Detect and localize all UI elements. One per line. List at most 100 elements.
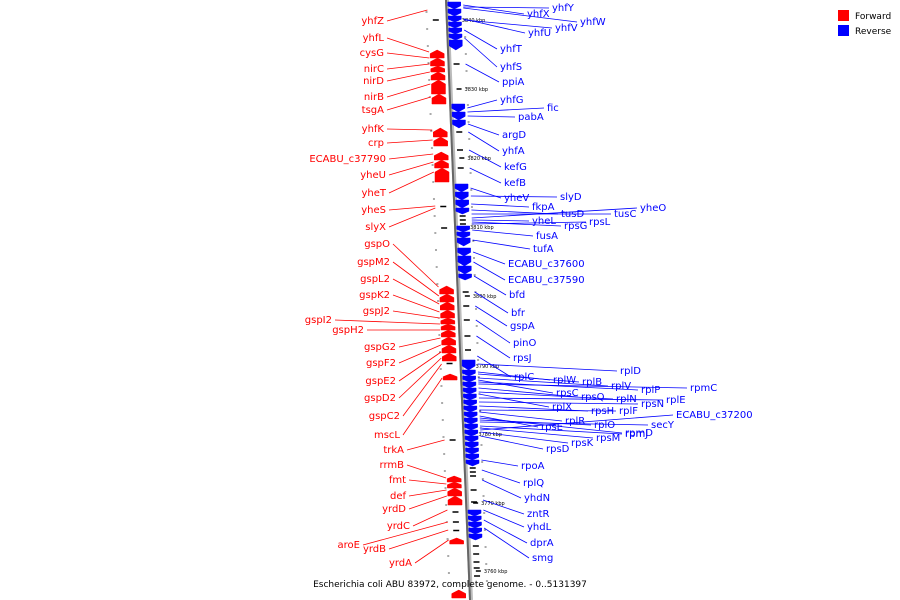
forward-gene-yrdd-label: yrdD [382,504,406,515]
reverse-gene-rpsd-label: rpsD [546,444,570,455]
forward-gene-rrmb-label: rrmB [380,460,405,471]
gene-gspe2-glyph [442,352,457,362]
forward-gene-yrdb-label: yrdB [363,544,386,555]
forward-gene-yhet-label: yheT [361,188,386,199]
reverse-gene-zntr-leader [482,499,525,515]
forward-gene-cysg-label: cysG [360,48,384,59]
reverse-gene-rpmj-label: rpmJ [625,429,648,440]
forward-gene-yhfz-leader [386,9,428,22]
reverse-gene-ecabu-c37590-label: ECABU_c37590 [508,275,585,286]
reverse-gene-rplv-leader [478,377,609,387]
forward-gene-rrmb-leader [406,464,447,479]
reverse-gene-rpsh-leader [479,405,589,412]
reverse-gene-pino-label: pinO [513,338,536,349]
reverse-gene-ecabu-c37600-leader [472,251,506,265]
reverse-gene-rpsg-label: rpsG [564,221,587,232]
reverse-gene-bfr-label: bfr [511,308,526,319]
reverse-gene-rpsm-leader [480,427,594,439]
gene-rpsg-glyph [456,231,471,239]
reverse-gene-rplo-leader [479,419,592,426]
gene-yheu-glyph [434,159,449,169]
reverse-gene-rplp-leader [478,381,639,391]
reverse-gene-rple-label: rplE [666,395,686,406]
forward-gene-def-label: def [390,491,407,502]
gene-fusa-glyph [457,247,471,257]
forward-gene-aroe-leader [362,521,448,546]
gene-nirb-glyph [431,79,446,95]
gene-rpsc-glyph [463,393,477,401]
forward-gene-gspo-leader [392,243,439,288]
forward-gene-nirc-leader [386,63,430,70]
reverse-gene-slyd-leader [470,195,558,198]
forward-gene-gspe2-leader [398,351,442,382]
gene-yrda-glyph [451,589,467,599]
forward-gene-nirc-label: nirC [364,64,384,75]
reverse-gene-dpra-leader [483,519,528,544]
gene-rple-glyph [464,429,479,437]
gene-yhfg-glyph [451,103,466,113]
gene-rplx-glyph [464,423,478,431]
gene-cysg-glyph [430,57,445,67]
reverse-gene-rpmc-label: rpmC [690,383,717,394]
gene-slyd-glyph [455,199,469,209]
forward-gene-yhfl-leader [386,37,430,53]
forward-gene-gspg2-label: gspG2 [364,342,396,353]
reverse-gene-tufa-label: tufA [533,244,554,255]
reverse-gene-yhfw-label: yhfW [580,17,606,28]
gene-rplf-glyph [465,447,479,455]
gene-rpld-glyph [462,369,476,377]
reverse-gene-yhdl-label: yhdL [527,522,552,533]
gene-yhfk-glyph [433,127,448,138]
reverse-gene-ppia-leader [465,63,500,83]
forward-gene-nirb-leader [386,83,431,98]
gene-yhev-glyph [455,191,469,201]
reverse-gene-secy-label: secY [651,420,675,431]
reverse-gene-rpsk-label: rpsK [571,438,594,449]
forward-gene-gspf2-leader [398,344,441,364]
forward-gene-aroe-label: aroE [338,540,360,551]
reverse-gene-rplq-leader [481,469,521,484]
reverse-gene-rpmd-leader [479,417,623,434]
gene-rpsq-glyph [463,411,478,419]
reverse-gene-rplr-leader [479,411,563,422]
reverse-gene-pino-leader [475,319,511,344]
gene-ecabu-c37200-glyph [467,509,482,517]
forward-gene-yhes-label: yheS [361,205,386,216]
reverse-gene-yhfa-leader [468,131,500,152]
reverse-gene-yhfu-leader [463,18,526,34]
reverse-gene-rpsh-label: rpsH [591,406,614,417]
gene-rplv-glyph [462,387,477,395]
forward-gene-gspi2-leader [334,319,440,325]
reverse-gene-rplx-leader [478,393,550,408]
reverse-gene-kefg-label: kefG [504,162,527,173]
reverse-gene-zntr-label: zntR [527,509,550,520]
gene-rrmb-glyph [447,481,462,489]
reverse-gene-yhft-leader [463,29,498,50]
reverse-gene-tusd-label: tusD [561,209,584,220]
forward-gene-slyx-label: slyX [365,222,386,233]
reverse-gene-rpsj-leader [476,335,511,359]
forward-gene-gspm2-leader [392,261,440,297]
reverse-gene-rpsn-label: rpsN [641,399,664,410]
reverse-gene-yhdn-label: yhdN [524,493,550,504]
reverse-gene-rpmd-label: rpmD [625,428,653,439]
forward-gene-gspf2-label: gspF2 [366,358,396,369]
forward-gene-nirb-label: nirB [364,92,384,103]
reverse-gene-yhel-label: yheL [532,216,556,227]
gene-ecabu-c37590-glyph [458,273,472,281]
reverse-gene-tufa-leader [472,239,531,250]
forward-gene-gspe2-label: gspE2 [365,376,396,387]
reverse-gene-rplx-label: rplX [552,402,572,413]
gene-rplr-glyph [465,453,480,461]
reverse-gene-rpsg-leader [471,221,562,227]
gene-rpsh-glyph [465,441,479,449]
reverse-gene-rpsn-leader [479,401,639,405]
reverse-gene-bfd-leader [473,275,507,296]
gene-gspl2-glyph [439,301,455,311]
reverse-gene-rpsc-leader [478,379,554,394]
reverse-gene-rplp-label: rplP [641,385,660,396]
reverse-gene-kefb-label: kefB [504,178,526,189]
forward-gene-gspd2-leader [398,357,442,399]
gene-rplb-glyph [462,381,477,389]
